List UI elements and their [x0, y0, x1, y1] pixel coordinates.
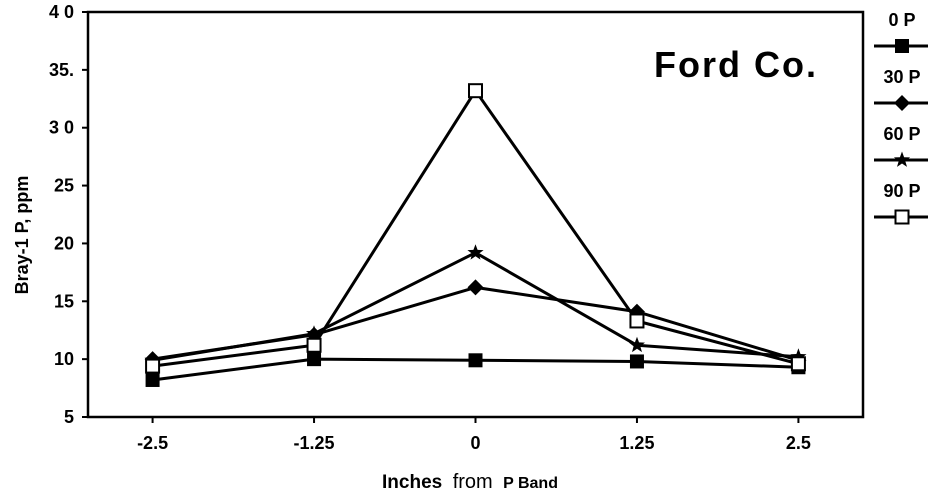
data-point [628, 336, 645, 353]
chart-title: Ford Co. [654, 44, 818, 85]
legend-label: 0 P [888, 10, 915, 30]
legend-label: 60 P [883, 124, 920, 144]
y-axis-ticks: 5 10 15 20 25 3 0 35. 4 0 [49, 2, 88, 427]
legend-marker [895, 39, 909, 53]
legend: 0 P 30 P 60 P 90 P [874, 10, 928, 225]
series-line [152, 251, 799, 362]
legend-item: 60 P [874, 124, 928, 167]
legend-label: 90 P [883, 181, 920, 201]
data-point [306, 337, 322, 353]
legend-item: 0 P [874, 10, 928, 53]
data-point [629, 313, 645, 329]
y-tick-label: 25 [54, 176, 74, 196]
y-tick-label: 5 [64, 407, 74, 427]
x-axis-title-part-2: from [453, 471, 493, 493]
y-tick-label: 4 0 [49, 2, 74, 22]
x-axis-title-part-1: Inches [382, 472, 442, 493]
legend-item: 90 P [874, 181, 928, 225]
y-axis-title: Bray-1 P, ppm [12, 176, 32, 295]
x-axis-title-part-3: P Band [503, 475, 558, 492]
data-point [306, 325, 323, 341]
y-tick-label: 20 [54, 233, 74, 253]
data-point [468, 83, 483, 99]
series-3 [145, 83, 806, 374]
y-tick-label: 10 [54, 349, 74, 369]
x-tick-label: 1.25 [619, 433, 654, 453]
legend-label: 30 P [883, 67, 920, 87]
series-2 [144, 244, 807, 368]
data-point [467, 279, 484, 296]
data-point [467, 244, 484, 260]
x-tick-label: -2.5 [137, 433, 168, 453]
data-point [629, 354, 644, 369]
legend-marker [893, 151, 911, 167]
x-axis-title: Inches from P Band [382, 471, 558, 493]
series-layer [144, 83, 807, 387]
data-point [790, 356, 806, 372]
y-tick-label: 3 0 [49, 118, 74, 138]
data-point [468, 353, 483, 368]
x-tick-label: 2.5 [786, 433, 811, 453]
x-axis-ticks: -2.5 -1.25 0 1.25 2.5 [137, 417, 811, 453]
series-0 [145, 352, 806, 387]
data-point [145, 358, 161, 374]
x-tick-label: -1.25 [294, 433, 335, 453]
x-tick-label: 0 [470, 433, 480, 453]
data-point [145, 372, 160, 387]
y-tick-label: 35. [49, 60, 74, 80]
series-line [152, 89, 799, 368]
data-point [790, 348, 807, 364]
legend-marker [894, 209, 910, 225]
legend-marker [894, 95, 910, 111]
data-point [307, 352, 322, 367]
y-tick-label: 15 [54, 291, 74, 311]
legend-item: 30 P [874, 67, 928, 111]
